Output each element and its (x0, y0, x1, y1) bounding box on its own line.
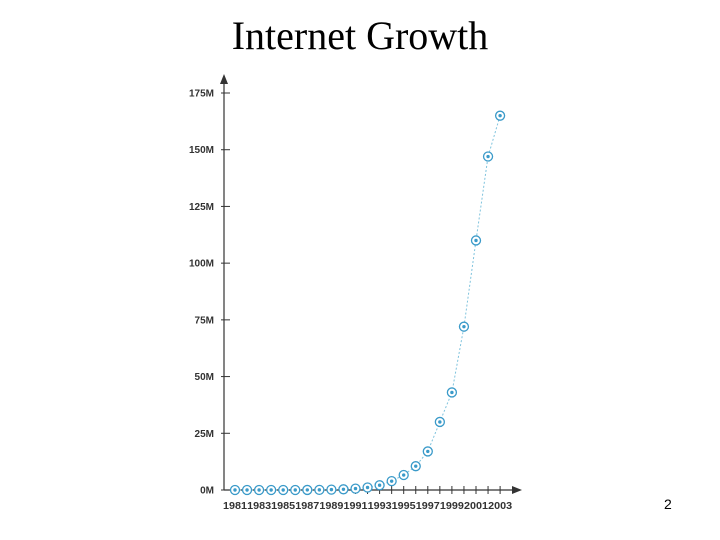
data-point (434, 416, 446, 428)
x-tick-label: 1991 (344, 501, 368, 512)
data-point (253, 484, 265, 496)
x-tick-label: 1989 (319, 501, 343, 512)
data-point (458, 321, 470, 332)
data-point (470, 235, 482, 246)
x-tick-label: 1993 (368, 501, 392, 512)
data-point (482, 151, 494, 162)
data-point-dot (281, 488, 285, 492)
series-line (235, 115, 501, 491)
y-axis-arrow (220, 74, 228, 84)
x-tick-label: 1987 (295, 501, 319, 512)
data-point-dot (353, 486, 358, 491)
y-tick-label: 100M (189, 259, 214, 270)
x-axis-arrow (512, 486, 522, 494)
data-point-dot (426, 449, 430, 454)
data-point-dot (329, 487, 334, 492)
y-tick-label: 125M (189, 202, 214, 213)
y-tick-label: 0M (200, 486, 214, 497)
data-point (446, 387, 458, 398)
data-point (229, 484, 241, 496)
slide-title: Internet Growth (231, 13, 489, 58)
data-point-dot (341, 487, 346, 491)
plot-area (229, 110, 506, 496)
data-point (326, 484, 337, 495)
data-point (278, 484, 289, 496)
chart-axes (220, 74, 522, 494)
y-tick-label: 75M (195, 315, 214, 326)
x-tick-label: 1997 (416, 501, 440, 512)
data-point-dot (257, 488, 261, 492)
data-point-dot (377, 483, 382, 487)
data-point (422, 446, 433, 457)
y-tick-label: 50M (195, 372, 214, 383)
data-point (350, 483, 361, 494)
x-tick-label: 2001 (464, 501, 488, 512)
data-point-dot (245, 488, 249, 492)
data-point (302, 484, 313, 496)
data-point (338, 484, 349, 495)
data-point (362, 482, 373, 493)
y-tick-label: 150M (189, 145, 214, 156)
data-point-dot (402, 473, 406, 477)
data-point-dot (462, 324, 466, 329)
data-point-dot (498, 113, 502, 118)
data-point (398, 469, 409, 481)
data-point-dot (389, 479, 394, 483)
data-point-dot (317, 488, 322, 492)
data-point (386, 476, 397, 487)
page-number: 2 (664, 496, 672, 512)
data-point-dot (293, 488, 297, 492)
data-point (410, 461, 421, 472)
data-point-dot (233, 488, 237, 492)
x-tick-label: 1995 (392, 501, 416, 512)
data-point-dot (486, 154, 490, 159)
data-point (290, 484, 301, 496)
x-tick-label: 1999 (440, 501, 464, 512)
data-point-dot (305, 488, 309, 492)
data-point (265, 484, 277, 496)
data-point-dot (474, 238, 478, 243)
x-tick-label: 2003 (488, 501, 512, 512)
y-tick-label: 175M (189, 89, 214, 100)
y-tick-label: 25M (195, 429, 214, 440)
data-point-dot (414, 464, 418, 468)
data-point-dot (365, 485, 370, 490)
y-axis-ticks: 0M 25M 50M 75M 100M 125M 150M 175M (189, 89, 230, 497)
data-point (314, 484, 325, 496)
data-point-dot (450, 390, 454, 395)
data-point (374, 480, 385, 491)
x-tick-label: 1983 (247, 501, 271, 512)
x-tick-label: 1981 (223, 501, 247, 512)
data-point (494, 110, 506, 121)
data-point-dot (269, 488, 273, 492)
data-point-dot (438, 420, 442, 424)
x-tick-label: 1985 (271, 501, 295, 512)
data-point (241, 484, 253, 496)
